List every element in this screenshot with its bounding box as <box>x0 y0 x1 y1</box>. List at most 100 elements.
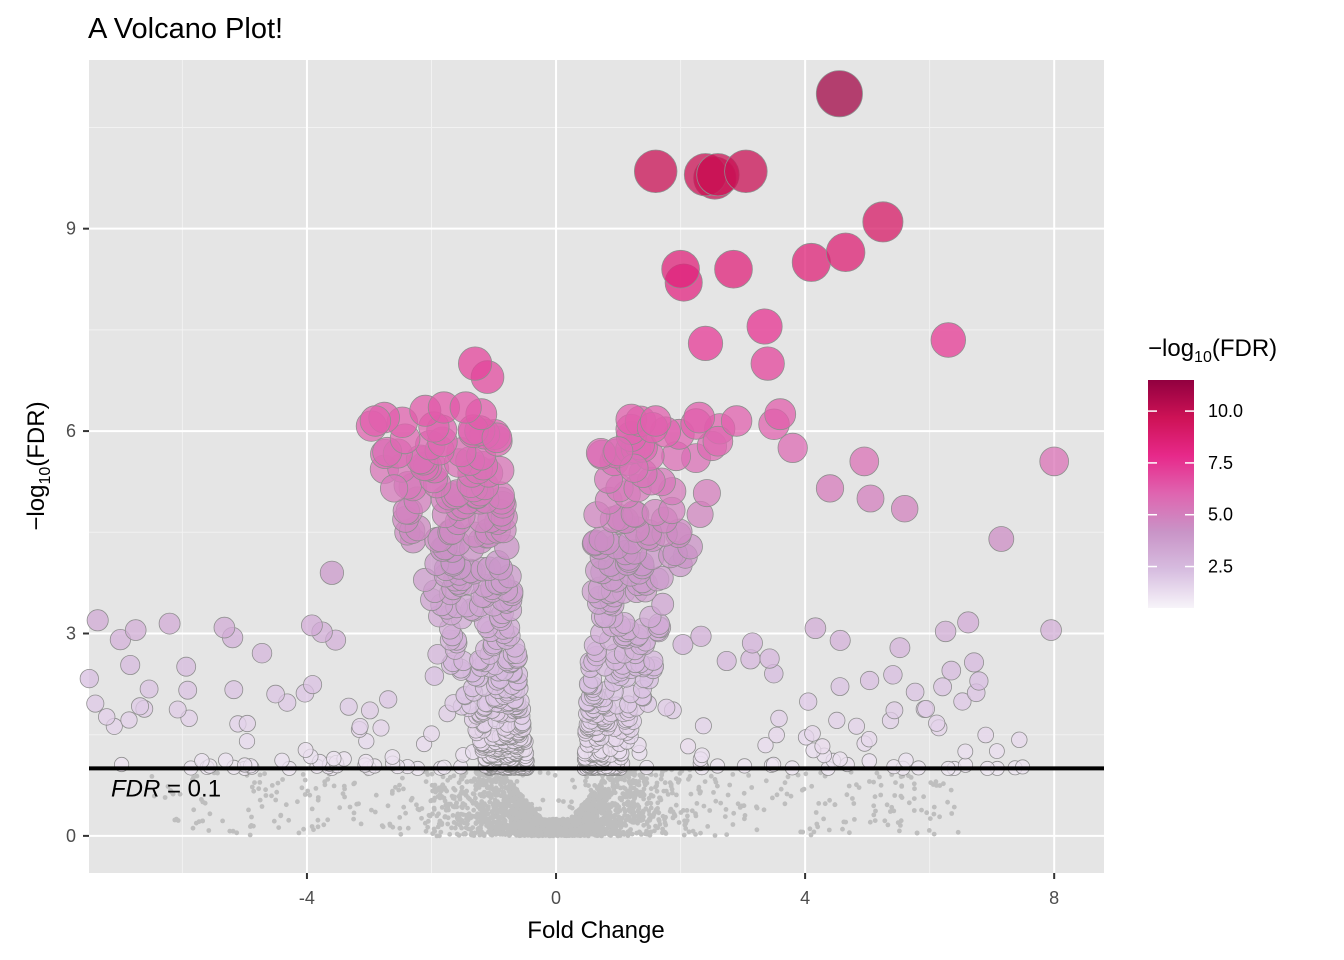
nonsignificant-point <box>598 782 604 788</box>
nonsignificant-point <box>677 771 683 776</box>
nonsignificant-point <box>628 785 634 790</box>
nonsignificant-point <box>686 776 691 782</box>
nonsignificant-point <box>471 807 477 813</box>
nonsignificant-point <box>263 787 268 793</box>
nonsignificant-point <box>659 772 665 778</box>
y-tick-label: 6 <box>66 421 76 441</box>
nonsignificant-point <box>584 774 589 780</box>
significant-point <box>933 677 952 697</box>
nonsignificant-point <box>754 805 760 811</box>
nonsignificant-point <box>650 793 656 799</box>
nonsignificant-point <box>606 804 612 810</box>
nonsignificant-point <box>654 780 660 786</box>
nonsignificant-point <box>455 817 461 823</box>
highlighted-point <box>746 308 783 345</box>
nonsignificant-point <box>712 833 718 838</box>
significant-point <box>86 694 105 713</box>
nonsignificant-point <box>921 794 926 800</box>
nonsignificant-point <box>443 787 448 793</box>
nonsignificant-point <box>941 781 946 787</box>
nonsignificant-point <box>169 789 174 795</box>
nonsignificant-point <box>617 796 623 802</box>
nonsignificant-point <box>494 777 500 782</box>
nonsignificant-point <box>452 825 458 831</box>
nonsignificant-point <box>635 814 641 820</box>
nonsignificant-point <box>606 832 612 838</box>
nonsignificant-point <box>884 802 890 808</box>
nonsignificant-point <box>397 825 403 831</box>
highlighted-point <box>862 201 904 243</box>
nonsignificant-point <box>713 779 719 785</box>
nonsignificant-point <box>693 811 698 817</box>
significant-point <box>829 629 851 651</box>
highlighted-point <box>603 436 634 467</box>
nonsignificant-point <box>257 780 263 785</box>
nonsignificant-point <box>423 779 429 784</box>
significant-point <box>657 698 676 717</box>
nonsignificant-point <box>586 814 591 820</box>
nonsignificant-point <box>821 816 826 822</box>
nonsignificant-point <box>507 832 513 837</box>
nonsignificant-point <box>698 789 703 794</box>
nonsignificant-point <box>457 822 463 828</box>
nonsignificant-point <box>640 775 646 781</box>
nonsignificant-point <box>151 793 157 799</box>
nonsignificant-point <box>788 793 794 799</box>
nonsignificant-point <box>595 794 600 800</box>
nonsignificant-point <box>652 810 657 816</box>
highlighted-point <box>764 398 797 431</box>
nonsignificant-point <box>249 814 254 820</box>
nonsignificant-point <box>693 832 698 837</box>
nonsignificant-point <box>537 806 543 812</box>
nonsignificant-point <box>445 804 451 810</box>
nonsignificant-point <box>579 832 585 838</box>
nonsignificant-point <box>451 773 457 779</box>
nonsignificant-point <box>827 797 832 803</box>
nonsignificant-point <box>885 822 891 828</box>
nonsignificant-point <box>369 807 374 813</box>
fdr-threshold-label: FDR = 0.1 <box>111 775 221 802</box>
nonsignificant-point <box>612 812 618 818</box>
significant-point <box>339 697 358 716</box>
nonsignificant-point <box>271 818 277 824</box>
significant-point <box>423 725 440 742</box>
nonsignificant-point <box>911 781 917 787</box>
significant-point <box>828 711 846 730</box>
nonsignificant-point <box>899 783 905 789</box>
nonsignificant-point <box>569 799 574 805</box>
significant-point <box>326 750 342 767</box>
significant-point <box>680 738 697 755</box>
nonsignificant-point <box>592 802 597 808</box>
nonsignificant-point <box>437 818 443 824</box>
nonsignificant-point <box>683 826 689 831</box>
nonsignificant-point <box>403 810 408 816</box>
significant-point <box>238 733 256 750</box>
significant-point <box>964 652 985 673</box>
nonsignificant-point <box>586 783 591 788</box>
nonsignificant-point <box>725 792 731 798</box>
nonsignificant-point <box>927 816 933 821</box>
nonsignificant-point <box>678 810 684 815</box>
nonsignificant-point <box>514 800 519 806</box>
y-tick-label: 0 <box>66 826 76 846</box>
nonsignificant-point <box>321 822 327 828</box>
highlighted-point <box>825 232 866 272</box>
significant-point <box>158 612 181 635</box>
significant-point <box>859 670 880 691</box>
nonsignificant-point <box>621 831 627 837</box>
nonsignificant-point <box>481 833 487 838</box>
nonsignificant-point <box>519 802 524 807</box>
significant-point <box>741 632 763 654</box>
nonsignificant-point <box>262 771 267 777</box>
highlighted-point <box>1039 446 1069 477</box>
nonsignificant-point <box>948 787 954 793</box>
nonsignificant-point <box>782 801 788 807</box>
nonsignificant-point <box>807 826 813 832</box>
significant-point <box>86 609 109 632</box>
nonsignificant-point <box>761 807 767 813</box>
nonsignificant-point <box>442 814 448 819</box>
significant-point <box>379 690 398 709</box>
highlighted-point <box>449 391 482 424</box>
nonsignificant-point <box>430 831 436 836</box>
highlighted-point <box>714 249 753 289</box>
